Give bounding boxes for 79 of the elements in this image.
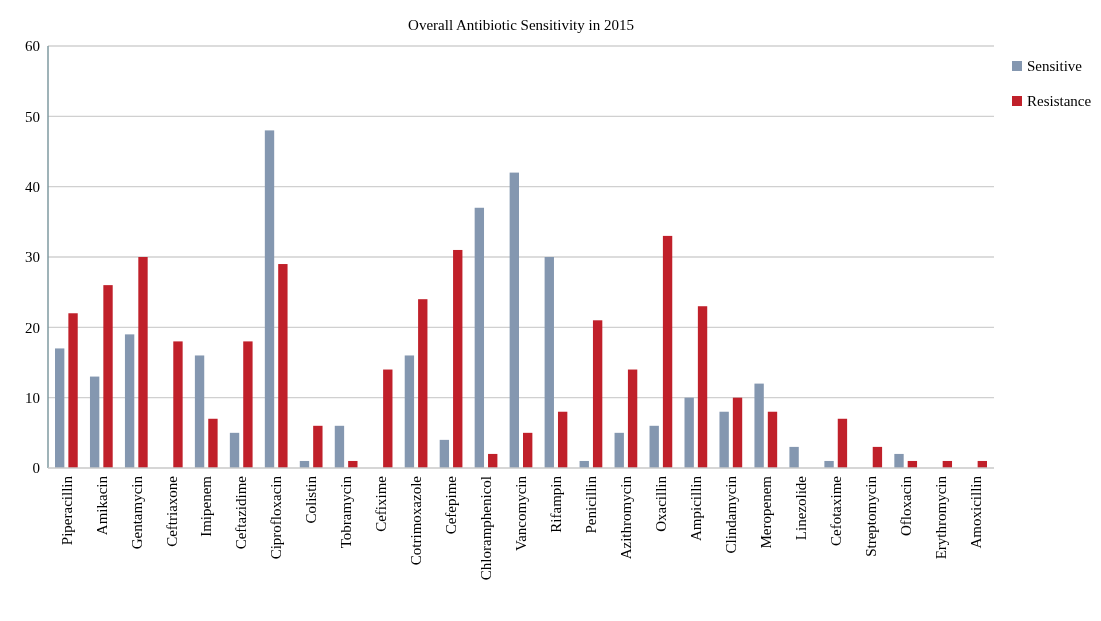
bar <box>383 369 393 468</box>
x-tick-label: Linezolide <box>793 475 810 541</box>
bar <box>789 446 799 468</box>
x-tick-label: Amoxicillin <box>967 475 984 549</box>
x-tick-label: Ofloxacin <box>897 475 914 536</box>
x-tick-label: Cotrimoxazole <box>408 475 425 566</box>
x-tick-label: Meropenem <box>758 475 775 549</box>
bar <box>243 341 253 468</box>
bar <box>208 418 218 468</box>
x-tick-label: Amikacin <box>93 475 110 536</box>
y-tick-label: 40 <box>25 178 40 195</box>
bar <box>544 257 554 468</box>
x-tick-label: Azithromycin <box>618 475 635 560</box>
y-tick-label: 30 <box>25 249 40 266</box>
bar <box>732 397 743 468</box>
x-tick-label: Vancomycin <box>513 475 530 551</box>
x-tick-label: Cefepime <box>443 475 460 535</box>
x-tick-label: Streptomycin <box>862 475 879 557</box>
bar <box>313 425 323 468</box>
x-tick-label: Colistin <box>303 475 320 524</box>
x-tick-label: Ceftriaxone <box>163 475 180 547</box>
bar <box>523 432 533 468</box>
x-tick-label: Gentamycin <box>128 475 145 550</box>
x-tick-label: Oxacillin <box>653 475 670 532</box>
x-tick-label: Piperacillin <box>58 475 75 546</box>
y-tick-label: 0 <box>32 460 40 477</box>
bar <box>278 264 288 468</box>
bar <box>649 425 659 468</box>
y-tick-label: 10 <box>25 389 40 406</box>
bar <box>837 418 848 468</box>
bar <box>684 397 694 468</box>
chart-title: Overall Antibiotic Sensitivity in 2015 <box>408 17 634 33</box>
x-tick-label: Cefixime <box>373 475 390 532</box>
y-tick-label: 50 <box>25 108 40 125</box>
bar <box>872 446 883 468</box>
x-tick-label: Rifampin <box>548 475 565 533</box>
bar <box>614 432 624 468</box>
bar <box>767 411 778 468</box>
x-tick-label: Penicillin <box>583 475 600 534</box>
bar <box>103 285 113 468</box>
bar <box>404 355 415 468</box>
y-tick-label: 20 <box>25 319 40 336</box>
legend-label: Resistance <box>1027 93 1092 110</box>
bar <box>334 425 345 468</box>
bar <box>439 439 450 468</box>
bar <box>557 411 568 468</box>
bar <box>54 348 65 468</box>
legend-label: Sensitive <box>1027 58 1083 75</box>
x-tick-label: Tobramycin <box>338 475 355 549</box>
bar <box>662 235 673 468</box>
bar <box>697 306 708 468</box>
x-tick-label: Ampicillin <box>688 475 705 541</box>
bar <box>754 383 764 468</box>
bar <box>68 313 78 468</box>
bar <box>592 320 603 468</box>
x-tick-label: Ceftazidime <box>233 475 250 550</box>
x-tick-label: Chloramphenicol <box>478 476 495 581</box>
x-tick-label: Imipenem <box>198 475 215 537</box>
bar <box>194 355 205 468</box>
bar <box>824 460 834 468</box>
y-tick-label: 60 <box>25 38 40 55</box>
bar <box>453 249 463 468</box>
bar <box>627 369 638 468</box>
x-tick-label: Ciprofloxacin <box>268 475 285 560</box>
x-tick-label: Clindamycin <box>723 475 740 554</box>
bar <box>894 453 904 468</box>
bar <box>509 172 519 468</box>
x-tick-label: Cefotaxime <box>828 475 844 546</box>
bar <box>229 432 240 468</box>
x-tick-label: Erythromycin <box>932 475 949 560</box>
bar <box>138 257 148 468</box>
bar <box>418 299 428 468</box>
bar <box>348 460 358 468</box>
bar <box>719 411 729 468</box>
bar <box>173 341 183 468</box>
bar <box>89 376 100 468</box>
bar <box>474 207 485 468</box>
bar <box>124 334 135 468</box>
bar <box>264 130 275 468</box>
